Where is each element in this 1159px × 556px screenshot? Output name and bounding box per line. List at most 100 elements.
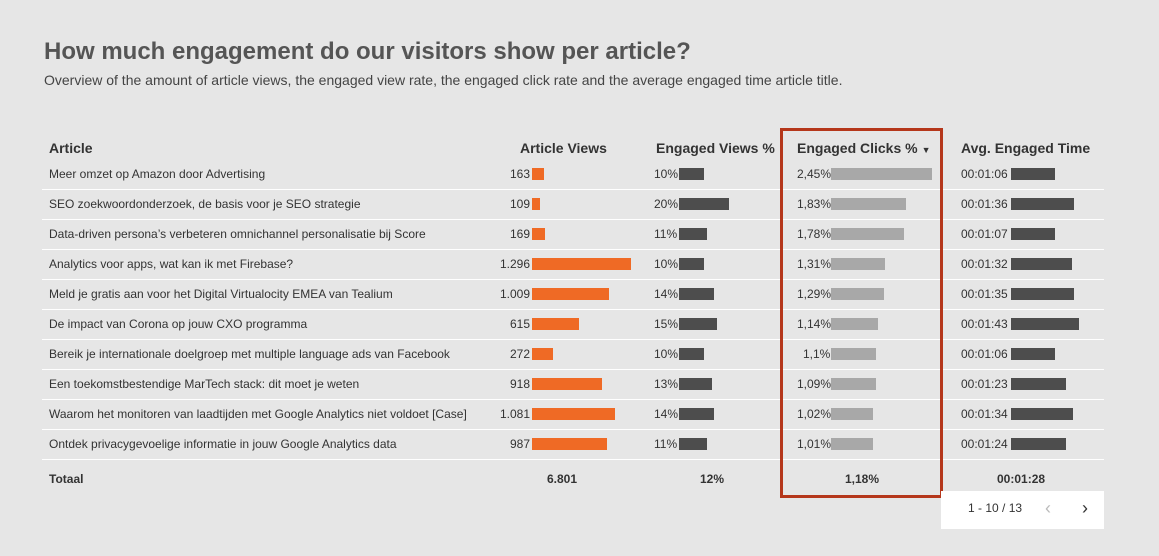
table-row[interactable]: Een toekomstbestendige MarTech stack: di… <box>42 370 1104 400</box>
article-views-value: 1.081 <box>499 407 530 421</box>
article-views-value: 109 <box>509 197 530 211</box>
avg-engaged-time-bar <box>1011 378 1066 390</box>
totals-row: Totaal 6.801 12% 1,18% 00:01:28 <box>42 472 1104 488</box>
header-engaged-views[interactable]: Engaged Views % <box>656 140 775 156</box>
sort-descending-icon: ▼ <box>921 145 931 155</box>
article-title: De impact van Corona op jouw CXO program… <box>49 317 308 331</box>
avg-engaged-time-bar <box>1011 168 1055 180</box>
engaged-views-bar <box>679 228 707 240</box>
avg-engaged-time-value: 00:01:35 <box>961 287 1008 301</box>
engaged-views-bar <box>679 438 707 450</box>
table-body: Meer omzet op Amazon door Advertising 163… <box>42 160 1104 460</box>
page-title: How much engagement do our visitors show… <box>44 38 691 65</box>
article-views-bar <box>532 438 607 450</box>
chevron-left-icon[interactable]: ‹ <box>1045 498 1051 518</box>
engaged-clicks-value: 1,01% <box>797 437 832 451</box>
totals-engaged-clicks: 1,18% <box>845 472 880 486</box>
article-views-bar <box>532 288 609 300</box>
article-views-value: 987 <box>509 437 530 451</box>
engaged-views-value: 10% <box>654 257 679 271</box>
engaged-views-value: 10% <box>654 167 679 181</box>
totals-label: Totaal <box>49 472 84 486</box>
article-views-bar <box>532 228 545 240</box>
article-title: SEO zoekwoordonderzoek, de basis voor je… <box>49 197 361 211</box>
article-views-bar <box>532 348 553 360</box>
avg-engaged-time-value: 00:01:06 <box>961 167 1008 181</box>
avg-engaged-time-value: 00:01:23 <box>961 377 1008 391</box>
avg-engaged-time-bar <box>1011 438 1066 450</box>
engaged-views-bar <box>679 408 714 420</box>
article-title: Analytics voor apps, wat kan ik met Fire… <box>49 257 294 271</box>
table-row[interactable]: Meld je gratis aan voor het Digital Virt… <box>42 280 1104 310</box>
engaged-clicks-bar <box>831 288 884 300</box>
header-article-views[interactable]: Article Views <box>520 140 607 156</box>
article-views-bar <box>532 258 631 270</box>
article-title: Bereik je internationale doelgroep met m… <box>49 347 450 361</box>
pagination: 1 - 10 / 13 ‹ › <box>941 491 1104 529</box>
avg-engaged-time-value: 00:01:24 <box>961 437 1008 451</box>
table-row[interactable]: Data-driven persona’s verbeteren omnicha… <box>42 220 1104 250</box>
engaged-views-bar <box>679 348 704 360</box>
engaged-clicks-bar <box>831 168 932 180</box>
header-engaged-clicks-label: Engaged Clicks % <box>797 140 918 156</box>
engaged-views-value: 10% <box>654 347 679 361</box>
engaged-clicks-bar <box>831 378 876 390</box>
article-views-bar <box>532 408 615 420</box>
avg-engaged-time-bar <box>1011 348 1055 360</box>
engaged-clicks-bar <box>831 348 876 360</box>
engaged-clicks-bar <box>831 198 906 210</box>
engaged-views-bar <box>679 378 712 390</box>
engaged-views-value: 20% <box>654 197 679 211</box>
article-views-bar <box>532 198 540 210</box>
engaged-clicks-bar <box>831 438 873 450</box>
avg-engaged-time-value: 00:01:34 <box>961 407 1008 421</box>
table-row[interactable]: SEO zoekwoordonderzoek, de basis voor je… <box>42 190 1104 220</box>
article-views-value: 163 <box>509 167 530 181</box>
table-row[interactable]: Meer omzet op Amazon door Advertising 163… <box>42 160 1104 190</box>
engaged-clicks-value: 1,83% <box>797 197 832 211</box>
engaged-clicks-highlight-box <box>780 128 943 498</box>
totals-views: 6.801 <box>547 472 578 486</box>
avg-engaged-time-value: 00:01:06 <box>961 347 1008 361</box>
avg-engaged-time-bar <box>1011 318 1079 330</box>
chevron-right-icon[interactable]: › <box>1082 498 1088 518</box>
avg-engaged-time-bar <box>1011 228 1055 240</box>
article-views-bar <box>532 318 579 330</box>
table-row[interactable]: Waarom het monitoren van laadtijden met … <box>42 400 1104 430</box>
engaged-clicks-bar <box>831 258 885 270</box>
article-views-value: 1.296 <box>499 257 530 271</box>
article-views-value: 918 <box>509 377 530 391</box>
avg-engaged-time-value: 00:01:07 <box>961 227 1008 241</box>
article-title: Data-driven persona’s verbeteren omnicha… <box>49 227 426 241</box>
avg-engaged-time-bar <box>1011 198 1074 210</box>
table-row[interactable]: Analytics voor apps, wat kan ik met Fire… <box>42 250 1104 280</box>
engaged-clicks-value: 1,78% <box>797 227 832 241</box>
article-views-bar <box>532 378 602 390</box>
header-engaged-clicks[interactable]: Engaged Clicks % ▼ <box>797 140 931 156</box>
pagination-range: 1 - 10 / 13 <box>968 501 1023 515</box>
article-views-value: 272 <box>509 347 530 361</box>
table-row[interactable]: Ontdek privacygevoelige informatie in jo… <box>42 430 1104 460</box>
article-title: Waarom het monitoren van laadtijden met … <box>49 407 467 421</box>
totals-avg-time: 00:01:28 <box>997 472 1046 486</box>
article-views-value: 169 <box>509 227 530 241</box>
engaged-views-value: 14% <box>654 407 679 421</box>
engaged-clicks-value: 1,29% <box>797 287 832 301</box>
engaged-clicks-value: 1,02% <box>797 407 832 421</box>
engaged-clicks-bar <box>831 228 904 240</box>
table-row[interactable]: De impact van Corona op jouw CXO program… <box>42 310 1104 340</box>
engaged-clicks-bar <box>831 408 873 420</box>
table-row[interactable]: Bereik je internationale doelgroep met m… <box>42 340 1104 370</box>
header-article[interactable]: Article <box>49 140 93 156</box>
avg-engaged-time-value: 00:01:32 <box>961 257 1008 271</box>
engaged-clicks-value: 2,45% <box>797 167 832 181</box>
article-title: Ontdek privacygevoelige informatie in jo… <box>49 437 397 451</box>
article-views-value: 1.009 <box>499 287 530 301</box>
engaged-views-value: 11% <box>654 437 678 451</box>
header-avg-engaged-time[interactable]: Avg. Engaged Time <box>961 140 1091 156</box>
totals-engaged-views: 12% <box>700 472 725 486</box>
article-title: Een toekomstbestendige MarTech stack: di… <box>49 377 360 391</box>
engaged-views-bar <box>679 258 704 270</box>
engaged-views-bar <box>679 198 729 210</box>
page-subtitle: Overview of the amount of article views,… <box>44 72 843 88</box>
